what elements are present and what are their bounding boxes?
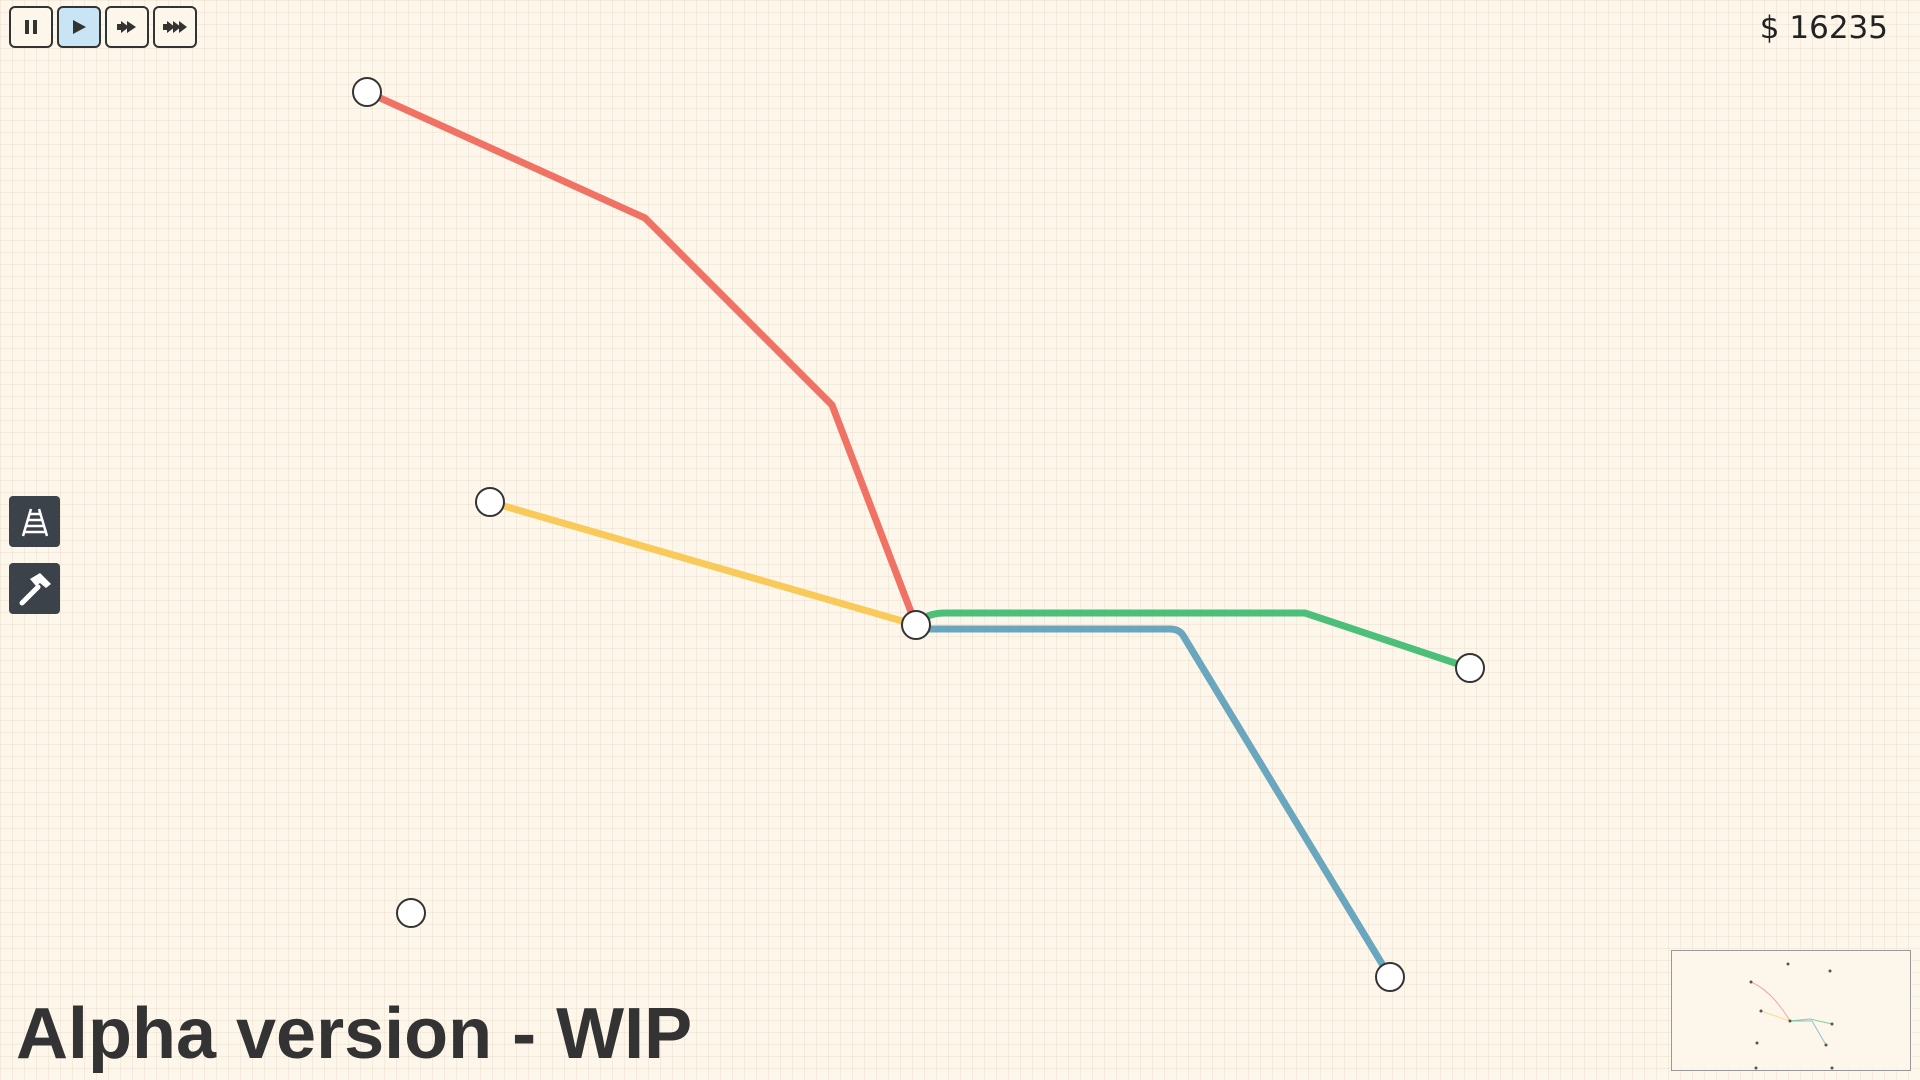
minimap-station bbox=[1749, 980, 1753, 984]
minimap-green-line bbox=[1789, 1018, 1833, 1025]
minimap-station bbox=[1754, 1066, 1758, 1070]
minimap-station bbox=[1828, 969, 1832, 973]
minimap-station bbox=[1786, 962, 1790, 966]
pause-button[interactable] bbox=[9, 6, 53, 48]
minimap-canvas bbox=[1749, 962, 1834, 1070]
build-tool-button[interactable] bbox=[9, 563, 60, 614]
minimap-station bbox=[1824, 1043, 1828, 1047]
faster-forward-button[interactable] bbox=[153, 6, 197, 48]
railway-track-icon bbox=[21, 508, 48, 536]
minimap-blue-line bbox=[1790, 1020, 1827, 1046]
minimap-station bbox=[1830, 1022, 1834, 1026]
yellow-line[interactable] bbox=[486, 498, 920, 629]
minimap[interactable] bbox=[1671, 950, 1911, 1071]
money-display: $ 16235 bbox=[1759, 10, 1888, 46]
minimap-station bbox=[1788, 1019, 1792, 1023]
station[interactable] bbox=[901, 610, 931, 640]
fast-forward-button[interactable] bbox=[105, 6, 149, 48]
track-tool-button[interactable] bbox=[9, 496, 60, 547]
lines-layer bbox=[363, 88, 1474, 981]
play-icon bbox=[73, 20, 86, 34]
fast-forward-icon bbox=[117, 21, 136, 33]
minimap-station bbox=[1830, 1066, 1834, 1070]
station[interactable] bbox=[1455, 653, 1485, 683]
red-line[interactable] bbox=[363, 88, 920, 629]
station[interactable] bbox=[475, 487, 505, 517]
hammer-icon bbox=[19, 572, 51, 605]
minimap-red-line bbox=[1750, 981, 1791, 1022]
tool-panel bbox=[9, 496, 60, 614]
minimap-station bbox=[1759, 1009, 1763, 1013]
station[interactable] bbox=[396, 898, 426, 928]
minimap-yellow-line bbox=[1760, 1010, 1791, 1022]
blue-line[interactable] bbox=[914, 625, 1394, 981]
speed-controls bbox=[9, 6, 197, 48]
station[interactable] bbox=[1375, 962, 1405, 992]
stations-layer bbox=[352, 77, 1485, 992]
minimap-station bbox=[1755, 1041, 1759, 1045]
pause-icon bbox=[25, 20, 37, 34]
version-label: Alpha version - WIP bbox=[16, 994, 693, 1074]
faster-forward-icon bbox=[163, 21, 187, 33]
play-button[interactable] bbox=[57, 6, 101, 48]
station[interactable] bbox=[352, 77, 382, 107]
